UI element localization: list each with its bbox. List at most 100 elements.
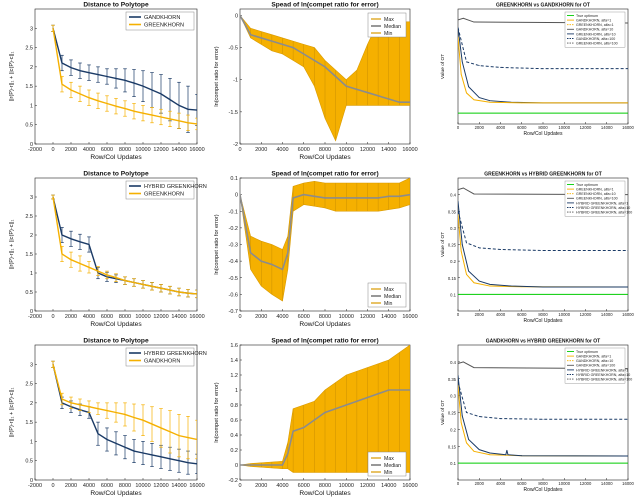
series-point [479, 281, 480, 282]
series-point [500, 67, 501, 68]
x-tick-label: 12000 [360, 314, 375, 320]
series-point [489, 454, 490, 455]
legend-label: HYBRID GREENKHORN, alfa=100 [576, 211, 632, 215]
y-tick-label: -0.3 [229, 243, 238, 249]
x-tick-label: 2000 [255, 483, 267, 489]
y-tick-label: -0.2 [229, 478, 238, 484]
chart-title: Distance to Polytope [83, 171, 149, 178]
y-tick-label: 0.2 [450, 259, 456, 264]
x-tick-label: 6000 [298, 314, 310, 320]
median-point [271, 464, 272, 465]
median-point [324, 66, 325, 67]
legend-label: GANDKHORN, alfa=100 [576, 37, 615, 41]
x-tick-label: 6000 [517, 481, 527, 486]
legend-label: Max [384, 17, 394, 23]
legend-label: GREENKHORN, alfa=100 [576, 42, 618, 46]
median-point [303, 53, 304, 54]
chart-title: GANDKHORN vs HYBRID GREENKHORN for OT [486, 339, 600, 345]
legend-label: GANDKHORN, alfa=10 [576, 28, 613, 32]
y-tick-label: 0.1 [450, 461, 456, 466]
x-tick-label: 4000 [496, 125, 506, 130]
x-tick-label: 8000 [538, 312, 548, 317]
median-point [314, 419, 315, 420]
series-point [466, 242, 467, 243]
median-point [346, 404, 347, 405]
series-point [489, 286, 490, 287]
x-axis-label: Row/Col Updates [524, 131, 563, 137]
y-tick-label: -0.2 [229, 226, 238, 232]
legend-label: GANDKHORN [144, 15, 180, 21]
panel-p13: GREENKHORN vs GANDKHORN for OT Row/Col Up… [440, 3, 634, 138]
x-tick-label: 12000 [580, 125, 592, 130]
legend-label: GANDKHORN, alfa=100 [576, 364, 615, 368]
median-point [303, 427, 304, 428]
y-tick-label: 0.25 [448, 411, 457, 416]
median-point [409, 194, 410, 195]
panel-p33: GANDKHORN vs HYBRID GREENKHORN for OT Row… [440, 339, 634, 494]
x-tick-label: 10000 [135, 314, 150, 320]
x-tick-label: 16000 [189, 483, 204, 489]
y-tick-label: 1 [30, 439, 33, 445]
x-tick-label: 8000 [319, 483, 331, 489]
series-point [479, 247, 480, 248]
x-axis-label: Row/Col Updates [90, 321, 142, 328]
series-point [461, 422, 462, 423]
x-tick-label: 4000 [83, 483, 95, 489]
median-point [250, 252, 251, 253]
legend-label: Median [384, 294, 401, 300]
x-tick-label: 8000 [119, 314, 131, 320]
median-point [282, 44, 283, 45]
y-tick-label: 2.5 [25, 214, 33, 220]
x-tick-label: 4000 [276, 314, 288, 320]
x-tick-label: 6000 [101, 483, 113, 489]
series-point [489, 284, 490, 285]
series-point [474, 99, 475, 100]
chart-title: Spead of ln(compet ratio for error) [271, 2, 378, 9]
series-point [543, 250, 544, 251]
series-point [543, 68, 544, 69]
y-axis-label: ln(compet ratio for error) [214, 46, 220, 106]
series-point [474, 194, 475, 195]
x-tick-label: 10000 [339, 314, 354, 320]
y-axis-label: ln(compet ratio for error) [214, 382, 220, 442]
y-tick-label: 0.8 [230, 403, 238, 409]
y-tick-label: 3 [30, 26, 33, 32]
y-axis-label: Value of OT [440, 232, 446, 257]
legend-label: Min [384, 470, 392, 476]
series-point [474, 451, 475, 452]
series-point [462, 61, 463, 62]
x-tick-label: 4000 [496, 481, 506, 486]
x-tick-label: 16000 [189, 147, 204, 153]
chart-title: GREENKHORN vs GANDKHORN for OT [496, 3, 590, 9]
median-point [271, 264, 272, 265]
legend-label: HYBRID GREENKHORN, alfa=1 [576, 368, 628, 372]
median-point [314, 60, 315, 61]
median-point [261, 464, 262, 465]
y-tick-label: 1 [30, 271, 33, 277]
legend-label: GREENKHORN [144, 23, 184, 29]
y-tick-label: 0.2 [450, 427, 456, 432]
x-tick-label: 10000 [339, 147, 354, 153]
series-point [468, 271, 469, 272]
median-point [261, 261, 262, 262]
x-tick-label: 2000 [65, 147, 77, 153]
series-point [466, 442, 467, 443]
series-point [468, 439, 469, 440]
x-tick-label: 8000 [538, 481, 548, 486]
x-tick-label: 6000 [101, 314, 113, 320]
series-point [543, 419, 544, 420]
median-point [324, 412, 325, 413]
panel-p12: Spead of ln(compet ratio for error) Row/C… [214, 2, 418, 162]
y-tick-label: 0 [235, 13, 238, 19]
y-axis-label: ||r(P)-r||₁ + ||c(P)-c||₁ [9, 220, 15, 270]
x-tick-label: 0 [238, 147, 241, 153]
x-axis-label: Row/Col Updates [299, 321, 351, 328]
x-tick-label: 0 [457, 125, 460, 130]
legend-label: HYBRID GREENKHORN, alfa=10 [576, 373, 630, 377]
x-tick-label: 0 [457, 481, 460, 486]
y-tick-label: 2 [30, 233, 33, 239]
x-tick-label: 10000 [135, 483, 150, 489]
chart-title: GREENKHORN vs HYBRID GREENKHORN for OT [484, 172, 602, 178]
series-point [474, 367, 475, 368]
y-tick-label: 0.3 [450, 394, 456, 399]
